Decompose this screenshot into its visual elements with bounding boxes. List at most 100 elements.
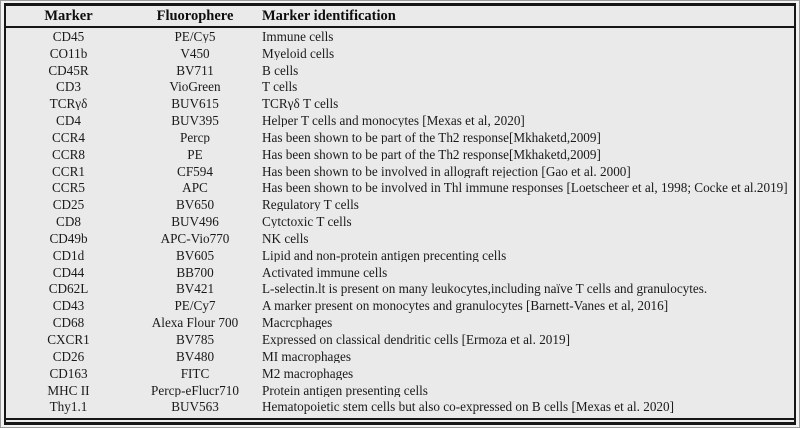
- fluorophore-cell: BV605: [175, 248, 215, 262]
- table-row: MHC II Percp-eFlucr710 Protein antigen pre…: [6, 382, 794, 399]
- marker-cell: CXCR1: [47, 333, 90, 347]
- table-row: Thy1.1 BUV563 Hematopoietic stem cells but…: [6, 399, 794, 416]
- identification-cell: Myeloid cells: [262, 46, 335, 60]
- identification-cell: B cells: [262, 63, 299, 77]
- table-body: CD45 PE/Cy5 Immune cells CO11b V450 Myeloid c…: [6, 28, 794, 422]
- table-header: Marker Fluorophere Marker identification: [6, 6, 794, 28]
- marker-cell: CO11b: [49, 46, 88, 60]
- table-row: TCRγδ BUV615 TCRγδ T cells: [6, 95, 794, 112]
- table-row: CCR8 PE Has been shown to be part of the T…: [6, 146, 794, 163]
- table-row: CD8 BUV496 Cytctoxic T cells: [6, 213, 794, 230]
- marker-cell: CD45: [52, 29, 85, 44]
- fluorophore-cell: BV480: [175, 349, 215, 364]
- table-row: CCR4 Percp Has been shown to be part of th…: [6, 129, 794, 146]
- marker-cell: CD49b: [49, 231, 88, 246]
- marker-cell: CD163: [49, 366, 88, 380]
- identification-cell: T cells: [262, 80, 298, 94]
- marker-cell: CCR8: [52, 147, 85, 161]
- marker-cell: CD68: [52, 316, 85, 330]
- identification-cell: Regulatory T cells: [262, 198, 359, 212]
- identification-cell: MI macrophages: [262, 349, 351, 364]
- marker-cell: MHC II: [47, 383, 90, 397]
- identification-cell: Has been shown to be involved in allogra…: [262, 164, 631, 178]
- identification-cell: Activated immune cells: [262, 265, 388, 279]
- column-header-marker: Marker: [44, 8, 93, 24]
- table-row: CD43 PE/Cy7 A marker present on monocytes …: [6, 298, 794, 315]
- fluorophore-cell: BV421: [175, 282, 215, 296]
- table-row: CCR5 APC Has been shown to be involved in …: [6, 180, 794, 197]
- identification-cell: Expressed on classical dendritic cells […: [262, 333, 570, 347]
- marker-cell: CD1d: [52, 248, 85, 262]
- table-row: CD3 VioGreen T cells: [6, 79, 794, 96]
- table-row: CD163 FITC M2 macrophages: [6, 365, 794, 382]
- marker-cell: CD3: [56, 80, 81, 94]
- table-row: CD62L BV421 L-selectin.lt is present on ma…: [6, 281, 794, 298]
- marker-cell: CD62L: [48, 282, 89, 296]
- fluorophore-cell: BUV496: [171, 215, 219, 229]
- fluorophore-cell: PE/Cy7: [174, 299, 216, 313]
- identification-cell: Immune cells: [262, 29, 334, 44]
- fluorophore-cell: BUV395: [171, 114, 219, 128]
- table-row: CD45R BV711 B cells: [6, 62, 794, 79]
- fluorophore-cell: PE: [187, 147, 203, 161]
- marker-cell: Thy1.1: [49, 400, 88, 414]
- fluorophore-cell: BV650: [175, 198, 215, 212]
- identification-cell: Macrcphages: [262, 316, 333, 330]
- fluorophore-cell: CF594: [177, 164, 213, 178]
- table-row: CD1d BV605 Lipid and non-protein antigen p…: [6, 247, 794, 264]
- table-row: CD68 Alexa Flour 700 Macrcphages: [6, 314, 794, 331]
- identification-cell: M2 macrophages: [262, 366, 354, 380]
- marker-cell: CCR1: [52, 164, 85, 178]
- table-row: CD25 BV650 Regulatory T cells: [6, 196, 794, 213]
- marker-cell: CD45R: [48, 63, 89, 77]
- fluorophore-cell: V450: [180, 46, 210, 60]
- fluorophore-cell: BUV615: [171, 97, 219, 111]
- marker-cell: CCR4: [52, 130, 85, 145]
- identification-cell: Has been shown to be involved in Thl imm…: [262, 181, 788, 195]
- table-row: CD44 BB700 Activated immune cells: [6, 264, 794, 281]
- fluorophore-cell: BV785: [175, 333, 215, 347]
- fluorophore-cell: VioGreen: [169, 80, 221, 94]
- table-row: CD49b APC-Vio770 NK cells: [6, 230, 794, 247]
- identification-cell: TCRγδ T cells: [262, 97, 339, 111]
- marker-cell: CD26: [52, 349, 85, 364]
- identification-cell: Has been shown to be part of the Th2 res…: [262, 130, 601, 145]
- table-row: CCR1 CF594 Has been shown to be involved i…: [6, 163, 794, 180]
- marker-cell: CD43: [52, 299, 85, 313]
- identification-cell: L-selectin.lt is present on many leukocy…: [262, 282, 708, 296]
- identification-cell: Protein antigen presenting cells: [262, 383, 428, 397]
- identification-cell: Helper T cells and monocytes [Mexas et a…: [262, 114, 525, 128]
- identification-cell: Cytctoxic T cells: [262, 215, 352, 229]
- table-bottom-rule: [6, 418, 794, 420]
- table-row: CO11b V450 Myeloid cells: [6, 45, 794, 62]
- table-row: CD45 PE/Cy5 Immune cells: [6, 28, 794, 45]
- fluorophore-cell: BV711: [176, 63, 214, 77]
- fluorophore-cell: APC: [182, 181, 208, 195]
- marker-cell: CD8: [56, 215, 81, 229]
- marker-cell: CD44: [52, 265, 85, 279]
- fluorophore-cell: FITC: [180, 366, 210, 380]
- table-row: CD26 BV480 MI macrophages: [6, 348, 794, 365]
- marker-cell: CCR5: [52, 181, 85, 195]
- column-header-fluorophore: Fluorophere: [156, 8, 234, 24]
- fluorophore-cell: BUV563: [171, 400, 219, 414]
- fluorophore-cell: BB700: [176, 265, 214, 279]
- marker-cell: CD4: [56, 114, 81, 128]
- identification-cell: Has been shown to be part of the Th2 res…: [262, 147, 601, 161]
- identification-cell: Lipid and non-protein antigen precenting…: [262, 248, 507, 262]
- fluorophore-cell: Alexa Flour 700: [151, 316, 239, 330]
- fluorophore-cell: PE/Cy5: [174, 29, 216, 44]
- marker-fluorophore-table: Marker Fluorophere Marker identification…: [4, 3, 796, 425]
- identification-cell: A marker present on monocytes and granul…: [262, 299, 669, 313]
- fluorophore-cell: APC-Vio770: [160, 231, 230, 246]
- marker-cell: CD25: [52, 198, 85, 212]
- column-header-identification: Marker identification: [262, 8, 396, 24]
- fluorophore-cell: Percp-eFlucr710: [151, 383, 239, 397]
- fluorophore-cell: Percp: [179, 130, 211, 145]
- table-row: CD4 BUV395 Helper T cells and monocytes [M…: [6, 112, 794, 129]
- table-row: CXCR1 BV785 Expressed on classical dendrit…: [6, 331, 794, 348]
- identification-cell: NK cells: [262, 231, 309, 246]
- marker-cell: TCRγδ: [49, 97, 88, 111]
- identification-cell: Hematopoietic stem cells but also co-exp…: [262, 400, 674, 414]
